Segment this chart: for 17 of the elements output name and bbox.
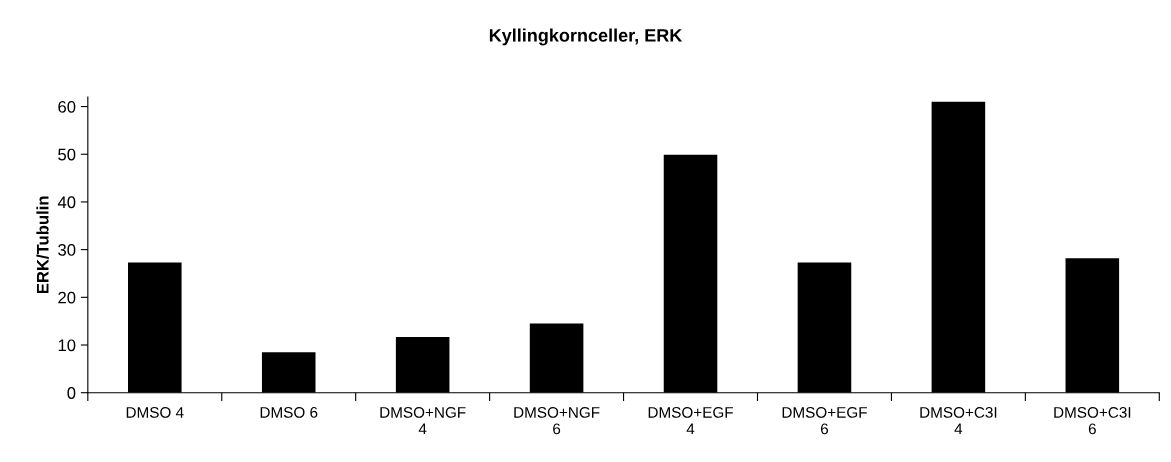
x-tick-label: DMSO+C3I 4 [920,406,997,435]
y-tick-label: 30 [58,244,76,256]
x-tick-label: DMSO+NGF 4 [380,406,466,435]
chart-title: Kyllingkornceller, ERK [489,28,683,46]
x-tick-label: DMSO+EGF 4 [648,406,733,435]
y-tick-label: 40 [57,196,76,209]
x-tick-label: DMSO+C3I 6 [1054,406,1131,435]
x-tick-label: DMSO+EGF 6 [782,406,867,435]
x-tick-label: DMSO+NGF 6 [514,406,600,435]
y-tick-label: 10 [58,339,76,352]
y-axis-title: ERK/Tubulin [36,196,49,294]
y-tick-label: 60 [58,100,76,113]
x-tick-label: DMSO 4 [126,406,184,418]
y-tick-label: 50 [58,148,76,161]
x-tick-label: DMSO 6 [260,406,318,418]
y-tick-label: 0 [67,387,76,399]
y-tick-label: 20 [58,291,76,304]
